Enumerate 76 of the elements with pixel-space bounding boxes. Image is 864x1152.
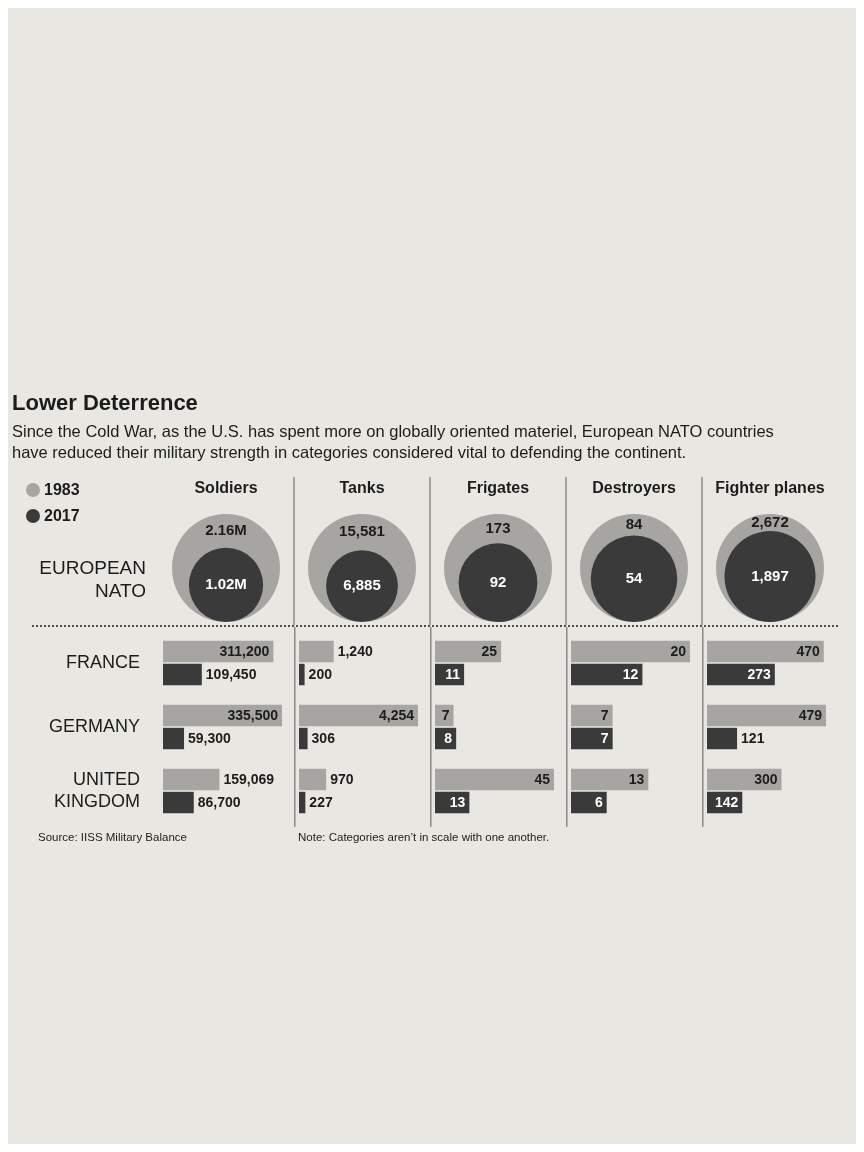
- bar: [435, 640, 502, 663]
- data-label: 2,672: [751, 512, 789, 530]
- data-label: 11: [445, 666, 461, 683]
- data-label: 479: [798, 707, 823, 724]
- data-label: 970: [330, 771, 354, 788]
- category-label: Tanks: [339, 479, 385, 497]
- text: Since the Cold War, as the U.S. has spent more on globally oriented materiel, European NATO countries have reduced their military strength in categories considered vital to defending the continent.: [11, 421, 775, 463]
- bar: [571, 640, 690, 663]
- data-label: 4,254: [378, 707, 415, 724]
- data-label: 6: [594, 794, 603, 811]
- data-label: 45: [534, 771, 551, 788]
- data-label: 12: [622, 666, 639, 683]
- category-label: Destroyers: [592, 479, 676, 497]
- data-label: 1.02M: [205, 575, 247, 593]
- data-label: 13: [628, 771, 645, 788]
- bar: [571, 791, 607, 814]
- y-tick-label: UNITED KINGDOM: [53, 768, 140, 812]
- bar: [707, 640, 824, 663]
- category-label: Soldiers: [194, 479, 258, 497]
- category-label: Fighter planes: [715, 479, 825, 497]
- text: Lower Deterrence: [11, 390, 199, 416]
- bar: [299, 727, 308, 750]
- bar: [163, 663, 202, 686]
- data-label: 306: [311, 730, 336, 747]
- legend-label: 2017: [44, 507, 80, 525]
- data-label: 8: [444, 730, 453, 747]
- bar: [163, 727, 185, 750]
- data-label: 311,200: [219, 643, 270, 660]
- data-label: 109,450: [205, 666, 257, 683]
- data-label: 7: [600, 707, 609, 724]
- category-label: Frigates: [466, 479, 530, 497]
- data-label: 25: [481, 643, 498, 660]
- bar: [163, 791, 194, 814]
- data-label: 273: [747, 666, 772, 683]
- y-tick-label: FRANCE: [65, 651, 140, 672]
- data-label: 200: [308, 666, 333, 683]
- text: EUROPEAN NATO: [39, 556, 146, 601]
- bar: [299, 791, 306, 814]
- data-label: 227: [309, 794, 333, 811]
- data-label: 300: [754, 771, 778, 788]
- data-label: 15,581: [339, 522, 385, 540]
- data-label: 1,897: [751, 566, 789, 584]
- bar: [299, 640, 334, 663]
- data-label: 470: [796, 643, 820, 660]
- data-label: 142: [714, 794, 739, 811]
- source-note: Source: IISS Military Balance: [38, 831, 187, 843]
- data-label: 6,885: [343, 576, 381, 594]
- bar: [163, 768, 220, 791]
- data-label: 2.16M: [205, 521, 247, 539]
- bar: [707, 704, 826, 727]
- data-label: 7: [600, 730, 609, 747]
- data-label: 173: [485, 518, 511, 536]
- data-label: 59,300: [188, 730, 232, 747]
- data-label: 121: [741, 730, 765, 747]
- legend-label: 1983: [44, 481, 80, 499]
- text: Note: Categories aren’t in scale with one another.: [298, 831, 550, 843]
- bar: [435, 768, 554, 791]
- bar: [571, 727, 613, 750]
- y-tick-label: GERMANY: [48, 715, 140, 736]
- data-label: 1,240: [337, 643, 373, 660]
- bar: [707, 727, 738, 750]
- data-label: 159,069: [223, 771, 275, 788]
- bar: [435, 704, 454, 727]
- data-label: 86,700: [197, 794, 241, 811]
- bar: [571, 768, 649, 791]
- data-label: 335,500: [227, 707, 279, 724]
- data-label: 7: [441, 707, 450, 724]
- bar: [299, 768, 327, 791]
- bar: [299, 663, 305, 686]
- data-label: 20: [670, 643, 687, 660]
- bar: [571, 663, 643, 686]
- data-label: 84: [625, 514, 643, 532]
- data-label: 54: [625, 568, 643, 586]
- data-label: 92: [489, 572, 507, 590]
- bar: [571, 704, 613, 727]
- data-label: 13: [449, 794, 466, 811]
